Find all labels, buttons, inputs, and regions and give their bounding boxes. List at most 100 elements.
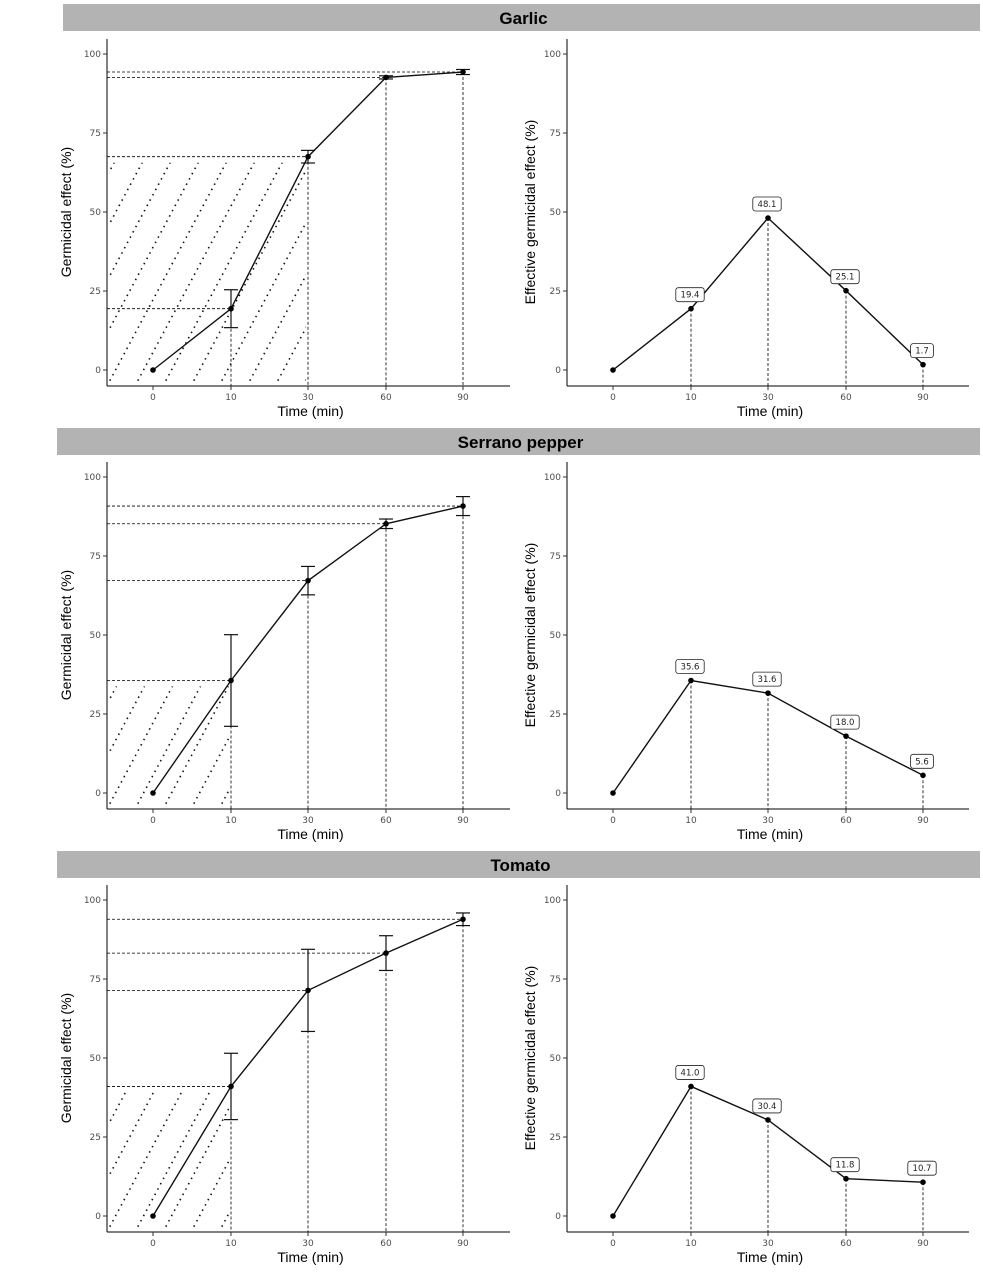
data-label: 41.0 xyxy=(675,1065,705,1080)
x-tick-label: 60 xyxy=(840,1239,852,1249)
data-point xyxy=(920,772,926,779)
data-point xyxy=(843,287,849,294)
series-line xyxy=(152,71,464,371)
hatch-line xyxy=(109,162,116,174)
data-label: 18.0 xyxy=(830,714,860,730)
data-label-box xyxy=(830,269,860,285)
data-point xyxy=(383,950,389,956)
x-tick-label: 0 xyxy=(610,816,616,826)
data-label-box xyxy=(675,659,705,674)
data-point xyxy=(460,503,466,509)
strip-title: Garlic xyxy=(499,9,547,28)
hatch-line xyxy=(0,509,99,809)
data-label-text: 25.1 xyxy=(836,273,855,283)
x-tick-label: 90 xyxy=(917,816,929,826)
right-plot: 0 25 50 75 100 0 10 30 60 90 Time (min) Effective g… xyxy=(522,885,969,1265)
y-tick-label: 50 xyxy=(550,208,562,218)
hatch-line xyxy=(639,86,799,386)
y-tick-label: 25 xyxy=(550,710,561,720)
data-label-text: 1.7 xyxy=(915,347,929,357)
hatch-line xyxy=(0,932,43,1232)
data-point xyxy=(765,690,771,696)
data-label-text: 18.0 xyxy=(836,718,855,728)
data-label: 30.4 xyxy=(752,1098,782,1114)
data-point xyxy=(150,367,156,373)
hatch-line xyxy=(303,509,463,809)
x-axis-title: Time (min) xyxy=(277,826,343,842)
x-tick-label: 0 xyxy=(150,816,156,826)
y-axis-title: Germicidal effect (%) xyxy=(58,570,74,700)
hatch-line xyxy=(275,326,306,384)
data-label: 11.8 xyxy=(830,1157,860,1173)
x-tick-label: 0 xyxy=(610,1239,616,1249)
data-label-box xyxy=(910,753,934,769)
x-tick-label: 10 xyxy=(685,1239,697,1249)
strip-background xyxy=(57,851,980,878)
y-tick-label: 25 xyxy=(90,710,101,720)
data-point xyxy=(228,677,234,684)
hatch-line xyxy=(109,1092,183,1230)
hatch-line xyxy=(0,509,43,809)
data-point xyxy=(688,677,694,684)
data-label-text: 35.6 xyxy=(681,663,700,673)
x-tick-label: 60 xyxy=(840,393,852,403)
hatch-line xyxy=(191,1159,229,1230)
hatch-line xyxy=(135,162,256,384)
x-tick-label: 0 xyxy=(150,1239,156,1249)
y-axis-title: Germicidal effect (%) xyxy=(58,147,74,277)
x-tick-label: 30 xyxy=(762,1239,774,1249)
hatch-area xyxy=(0,932,435,1232)
hatch-line xyxy=(109,162,144,227)
data-label-text: 31.6 xyxy=(758,675,777,685)
data-label-box xyxy=(752,196,782,212)
x-tick-label: 60 xyxy=(840,816,852,826)
data-point xyxy=(305,577,311,584)
y-tick-label: 0 xyxy=(555,789,561,799)
data-point xyxy=(765,1117,771,1123)
hatch-line xyxy=(331,86,491,386)
hatch-line xyxy=(135,1092,211,1230)
hatch-line xyxy=(219,1211,229,1230)
x-axis-title: Time (min) xyxy=(737,826,803,842)
hatch-line xyxy=(0,932,15,1232)
hatch-line xyxy=(275,509,435,809)
data-label-box xyxy=(830,1157,860,1173)
strip-title: Serrano pepper xyxy=(458,433,584,452)
hatch-line xyxy=(611,509,771,809)
hatch-line xyxy=(135,686,202,808)
x-tick-label: 60 xyxy=(380,393,392,403)
data-point xyxy=(765,215,771,221)
hatch-line xyxy=(0,86,43,386)
x-axis-title: Time (min) xyxy=(737,403,803,419)
data-point xyxy=(688,305,694,312)
data-point xyxy=(228,1083,234,1090)
hatch-line xyxy=(163,162,284,384)
y-tick-label: 50 xyxy=(550,631,562,641)
hatch-line xyxy=(109,162,200,332)
x-tick-label: 90 xyxy=(457,816,469,826)
data-label-box xyxy=(675,1065,705,1080)
hatch-line xyxy=(0,509,15,809)
hatch-line xyxy=(219,788,229,808)
x-tick-label: 60 xyxy=(380,816,392,826)
data-label-text: 30.4 xyxy=(758,1102,777,1112)
hatch-line xyxy=(23,509,183,809)
right-plot: 0 25 50 75 100 0 10 30 60 90 Time (min) Effective g… xyxy=(522,39,969,419)
data-point xyxy=(305,987,311,994)
y-tick-label: 75 xyxy=(90,975,101,985)
x-tick-label: 30 xyxy=(302,816,314,826)
data-label-box xyxy=(752,671,782,687)
y-tick-label: 50 xyxy=(90,208,102,218)
hatch-line xyxy=(109,162,228,384)
y-axis-title: Germicidal effect (%) xyxy=(58,993,74,1123)
hatch-line xyxy=(275,932,435,1232)
data-label-text: 48.1 xyxy=(758,200,777,210)
x-tick-label: 30 xyxy=(302,1239,314,1249)
data-label-box xyxy=(752,1098,782,1114)
y-tick-label: 0 xyxy=(95,1212,101,1222)
